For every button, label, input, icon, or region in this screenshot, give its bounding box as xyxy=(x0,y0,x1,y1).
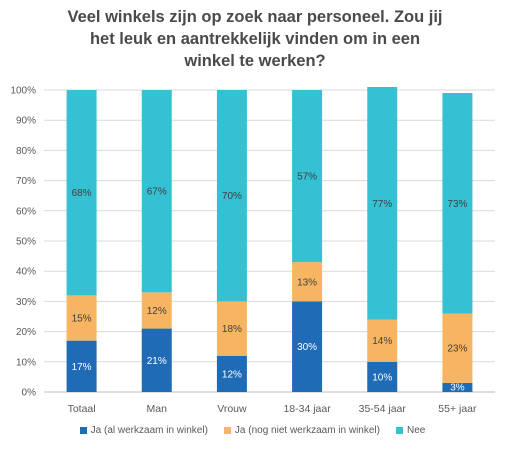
legend-item-ja-al-werkzaam: Ja (al werkzaam in winkel) xyxy=(79,425,208,436)
chart-title-line-3: winkel te werken? xyxy=(184,52,326,70)
legend-swatch xyxy=(79,427,87,434)
data-label: 10% xyxy=(372,372,392,383)
data-label: 12% xyxy=(222,369,242,380)
bar-segment xyxy=(367,361,398,392)
data-label: 70% xyxy=(222,191,242,202)
x-tick-label: 55+ jaar xyxy=(438,403,477,415)
legend: Ja (al werkzaam in winkel) Ja (nog niet … xyxy=(0,425,505,436)
bar-segment xyxy=(216,90,247,302)
x-axis-labels: Totaal Man Vrouw 18-34 jaar 35-54 jaar 55+ ja… xyxy=(68,403,477,415)
data-label: 68% xyxy=(72,188,92,199)
bar-segment xyxy=(66,90,97,296)
legend-label: Ja (al werkzaam in winkel) xyxy=(90,425,208,436)
bar-segment xyxy=(367,319,398,362)
y-tick-label: 0% xyxy=(22,388,37,399)
bar-segment xyxy=(141,328,172,392)
y-tick-label: 100% xyxy=(10,86,36,97)
bar-segment xyxy=(442,93,473,314)
x-tick-label: Man xyxy=(147,403,168,415)
data-label: 23% xyxy=(447,344,467,355)
data-label: 77% xyxy=(372,199,392,210)
bar-segment xyxy=(141,90,172,293)
bar-segment xyxy=(292,262,323,302)
bar-segment xyxy=(216,355,247,392)
legend-item-ja-nog-niet-werkzaam: Ja (nog niet werkzaam in winkel) xyxy=(223,425,380,436)
bar-segment xyxy=(292,90,323,263)
y-axis-ticks: 0% 10% 20% 30% 40% 50% 60% 70% 80% 90% 100% xyxy=(10,86,36,399)
x-tick-label: 35-54 jaar xyxy=(359,403,407,415)
data-label: 14% xyxy=(372,336,392,347)
data-label: 18% xyxy=(222,324,242,335)
bar-segment xyxy=(292,301,323,392)
chart-title: Veel winkels zijn op zoek naar personeel… xyxy=(40,6,470,72)
legend-label: Ja (nog niet werkzaam in winkel) xyxy=(234,425,380,436)
bar-segment xyxy=(442,313,473,383)
bar-segment xyxy=(66,340,97,392)
y-tick-label: 20% xyxy=(16,327,36,338)
data-label: 15% xyxy=(72,314,92,325)
y-tick-label: 30% xyxy=(16,297,36,308)
bar-segment xyxy=(66,295,97,341)
chart-title-line-1: Veel winkels zijn op zoek naar personeel… xyxy=(67,8,443,26)
legend-swatch xyxy=(395,427,403,434)
data-label: 13% xyxy=(297,277,317,288)
bar-segment xyxy=(442,382,473,392)
y-tick-label: 70% xyxy=(16,176,36,187)
data-label: 12% xyxy=(147,306,167,317)
chart-title-line-2: het leuk en aantrekkelijk vinden om in e… xyxy=(89,30,421,48)
x-tick-label: Totaal xyxy=(68,403,96,415)
data-label: 67% xyxy=(147,187,167,198)
gridlines xyxy=(44,89,495,393)
y-tick-label: 40% xyxy=(16,267,36,278)
data-label: 21% xyxy=(147,356,167,367)
y-tick-label: 50% xyxy=(16,237,36,248)
bar-segment xyxy=(216,301,247,356)
y-tick-label: 80% xyxy=(16,146,36,157)
legend-item-nee: Nee xyxy=(395,425,426,436)
legend-swatch xyxy=(223,427,231,434)
data-label: 57% xyxy=(297,172,317,183)
data-label: 3% xyxy=(450,382,465,393)
data-label: 17% xyxy=(72,362,92,373)
data-label: 30% xyxy=(297,342,317,353)
y-tick-label: 60% xyxy=(16,206,36,217)
bars: 17% 15% 68% 21% 12% 67% 12% 18% 70% 30% 13% 57% 10% 1… xyxy=(66,86,473,393)
legend-label: Nee xyxy=(406,425,426,436)
x-tick-label: 18-34 jaar xyxy=(283,403,331,415)
y-tick-label: 90% xyxy=(16,116,36,127)
y-tick-label: 10% xyxy=(16,357,36,368)
bar-segment xyxy=(141,292,172,329)
data-label: 73% xyxy=(447,199,467,210)
x-tick-label: Vrouw xyxy=(217,403,247,415)
bar-segment xyxy=(367,86,398,320)
